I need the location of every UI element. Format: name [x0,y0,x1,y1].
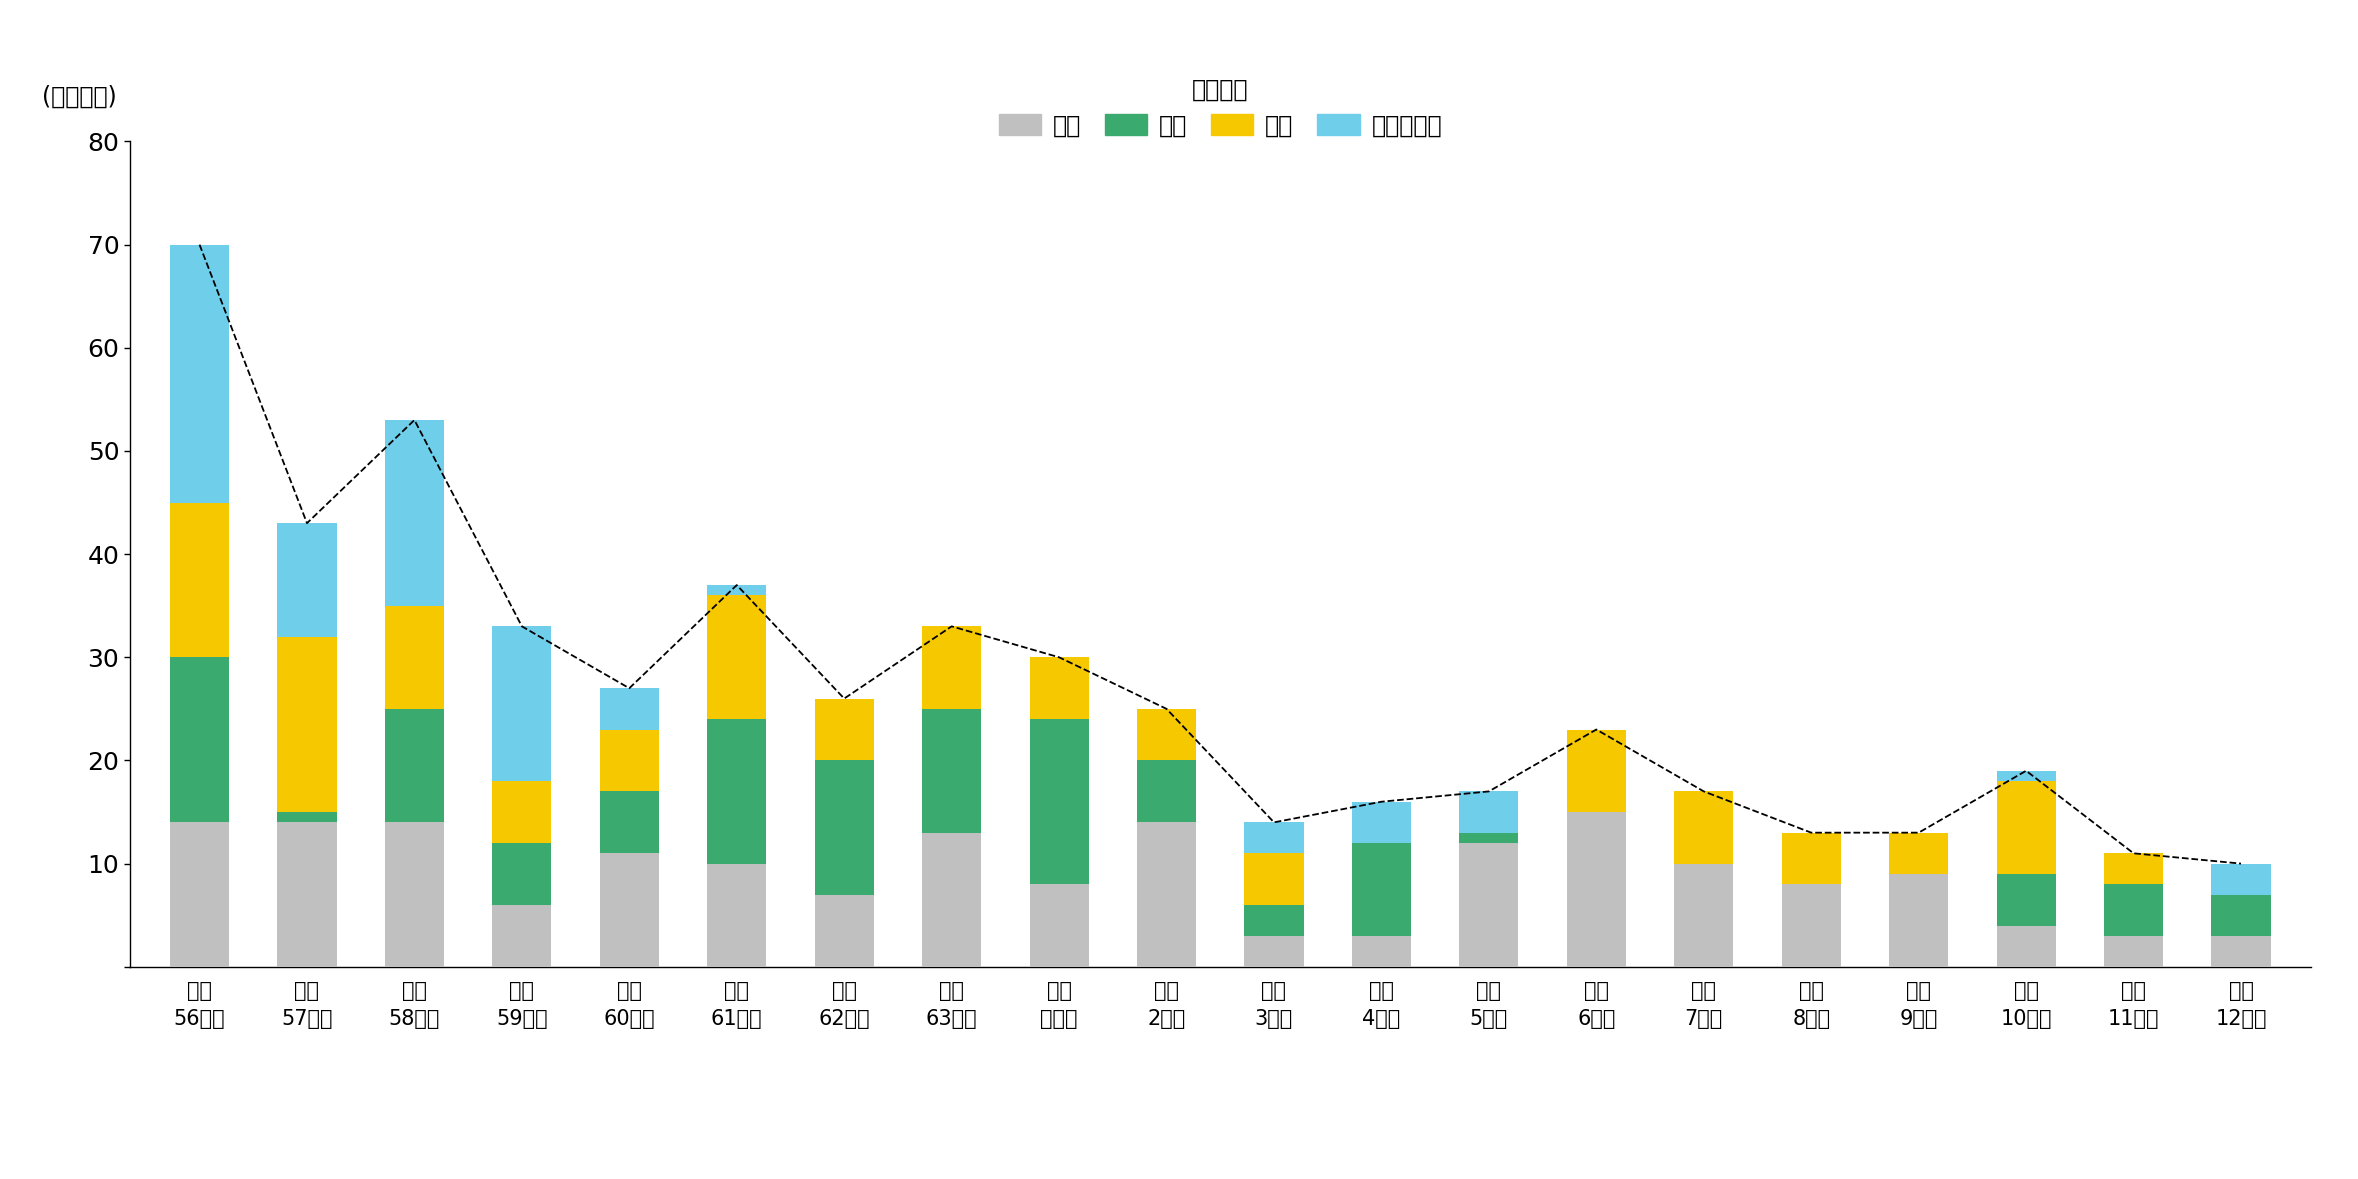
Bar [1460,832,1519,843]
Bar [384,606,443,709]
Bar [2212,863,2271,895]
Bar [2212,936,2271,967]
Bar [2103,884,2162,936]
Bar [1997,771,2056,780]
Bar [2103,854,2162,884]
Bar [493,780,552,843]
Bar [384,823,443,967]
Bar [278,637,337,812]
Bar [1030,884,1089,967]
Bar [1566,730,1627,812]
Bar [2212,895,2271,936]
Text: (単位：人): (単位：人) [42,85,118,108]
Bar [278,812,337,823]
Bar [1566,812,1627,967]
Bar [1674,863,1733,967]
Bar [599,689,658,730]
Bar [922,626,981,709]
Bar [922,832,981,967]
Bar [1889,874,1948,967]
Bar [1674,791,1733,863]
Bar [1137,709,1196,760]
Bar [1783,832,1842,884]
Bar [707,719,766,863]
Bar [1030,719,1089,884]
Bar [1137,823,1196,967]
Bar [1030,657,1089,719]
Bar [707,863,766,967]
Bar [1783,884,1842,967]
Bar [1245,905,1304,936]
Bar [599,854,658,967]
Bar [1351,936,1410,967]
Bar [1997,874,2056,926]
Bar [170,502,229,657]
Bar [707,585,766,595]
Bar [1460,791,1519,832]
Bar [493,905,552,967]
Bar [814,698,875,760]
Bar [599,791,658,854]
Bar [2103,936,2162,967]
Bar [170,823,229,967]
Bar [814,895,875,967]
Bar [1137,760,1196,823]
Bar [170,244,229,502]
Legend: 端息, 肥満, 偏食, 虚弱その他: 端息, 肥満, 偏食, 虚弱その他 [990,71,1450,145]
Bar [1997,926,2056,967]
Bar [814,760,875,895]
Bar [493,626,552,780]
Bar [1245,854,1304,905]
Bar [1245,822,1304,854]
Bar [599,730,658,791]
Bar [1889,832,1948,874]
Bar [170,658,229,823]
Bar [384,420,443,606]
Bar [1351,802,1410,843]
Bar [707,595,766,719]
Bar [278,523,337,637]
Bar [384,709,443,823]
Bar [922,709,981,832]
Bar [1997,780,2056,874]
Bar [493,843,552,905]
Bar [1245,936,1304,967]
Bar [1351,843,1410,936]
Bar [278,823,337,967]
Bar [1460,843,1519,967]
